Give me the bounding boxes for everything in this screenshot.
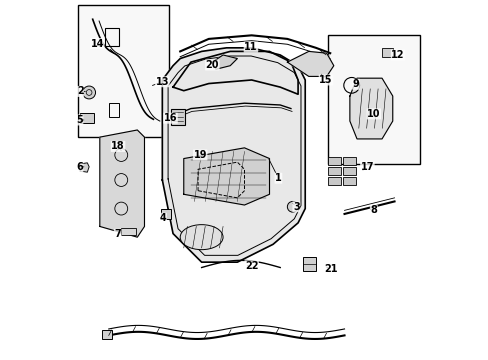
Text: 2: 2: [77, 86, 83, 96]
Text: 21: 21: [324, 264, 337, 274]
Bar: [328, 35, 419, 164]
Text: 9: 9: [352, 79, 359, 89]
Polygon shape: [349, 78, 392, 139]
Text: 17: 17: [360, 162, 373, 172]
Bar: [105, 28, 119, 46]
Text: 14: 14: [90, 39, 104, 49]
Polygon shape: [183, 148, 269, 205]
Bar: [328, 157, 340, 165]
Text: 15: 15: [319, 75, 332, 85]
Bar: [80, 113, 94, 123]
Text: 16: 16: [163, 113, 177, 123]
Polygon shape: [80, 163, 89, 172]
Text: 10: 10: [366, 109, 380, 119]
Bar: [121, 228, 136, 235]
Bar: [171, 109, 184, 125]
Text: 20: 20: [205, 60, 219, 70]
Text: 7: 7: [114, 229, 121, 239]
Bar: [160, 209, 170, 219]
Circle shape: [82, 86, 95, 99]
Text: 5: 5: [76, 115, 82, 125]
Text: 6: 6: [76, 162, 82, 172]
Text: 11: 11: [244, 42, 257, 52]
Polygon shape: [287, 51, 333, 76]
Bar: [102, 330, 112, 339]
Bar: [303, 257, 315, 271]
Polygon shape: [162, 48, 305, 262]
Text: 8: 8: [369, 205, 376, 215]
Polygon shape: [212, 55, 237, 69]
Bar: [381, 48, 392, 57]
Text: 4: 4: [160, 213, 166, 223]
Bar: [343, 177, 355, 185]
Text: 22: 22: [244, 261, 258, 271]
Bar: [343, 157, 355, 165]
Polygon shape: [100, 130, 144, 237]
Bar: [328, 167, 340, 175]
Bar: [343, 167, 355, 175]
Text: 13: 13: [155, 77, 169, 87]
Circle shape: [287, 202, 298, 212]
Text: 18: 18: [111, 141, 124, 152]
Ellipse shape: [180, 225, 223, 249]
Text: 19: 19: [193, 150, 206, 160]
Bar: [328, 177, 340, 185]
Bar: [78, 5, 169, 137]
Text: 12: 12: [390, 50, 404, 60]
Bar: [108, 103, 119, 117]
Text: 1: 1: [274, 173, 281, 183]
Text: 3: 3: [292, 202, 299, 212]
